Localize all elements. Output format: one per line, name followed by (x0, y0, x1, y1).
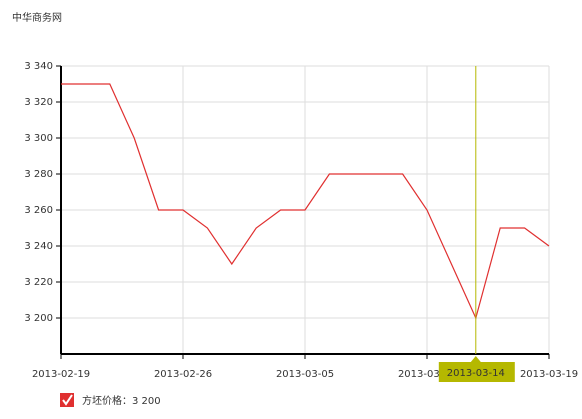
crosshair-pointer (470, 356, 481, 362)
line-series (61, 83, 550, 320)
x-tick-label: 2013-02-19 (32, 369, 90, 380)
legend-check[interactable] (62, 394, 73, 406)
legend-value[interactable]: ：3 200 (122, 396, 161, 407)
x-tick-label: 2013-03-05 (276, 369, 334, 380)
legend-name[interactable]: 方坯价格 (82, 394, 122, 407)
y-tick-label: 3 320 (24, 97, 53, 108)
legend-label[interactable]: 方坯价格：3 200 (82, 394, 161, 407)
y-tick-label: 3 220 (24, 277, 53, 288)
crosshair-label: 2013-03-14 (447, 368, 505, 379)
y-tick-label: 3 200 (24, 313, 53, 324)
x-tick-label: 2013-03-19 (520, 369, 578, 380)
chart-title: 中华商务网 (12, 11, 62, 24)
y-tick-label: 3 300 (24, 133, 53, 144)
y-tick-label: 3 240 (24, 241, 53, 252)
x-tick-label: 2013-02-26 (154, 369, 212, 380)
y-tick-label: 3 280 (24, 169, 53, 180)
x-tick-label: 2013-03-12 (398, 369, 456, 380)
y-tick-label: 3 260 (24, 205, 53, 216)
y-tick-label: 3 340 (24, 61, 53, 72)
crosshair-label-box (438, 362, 515, 382)
